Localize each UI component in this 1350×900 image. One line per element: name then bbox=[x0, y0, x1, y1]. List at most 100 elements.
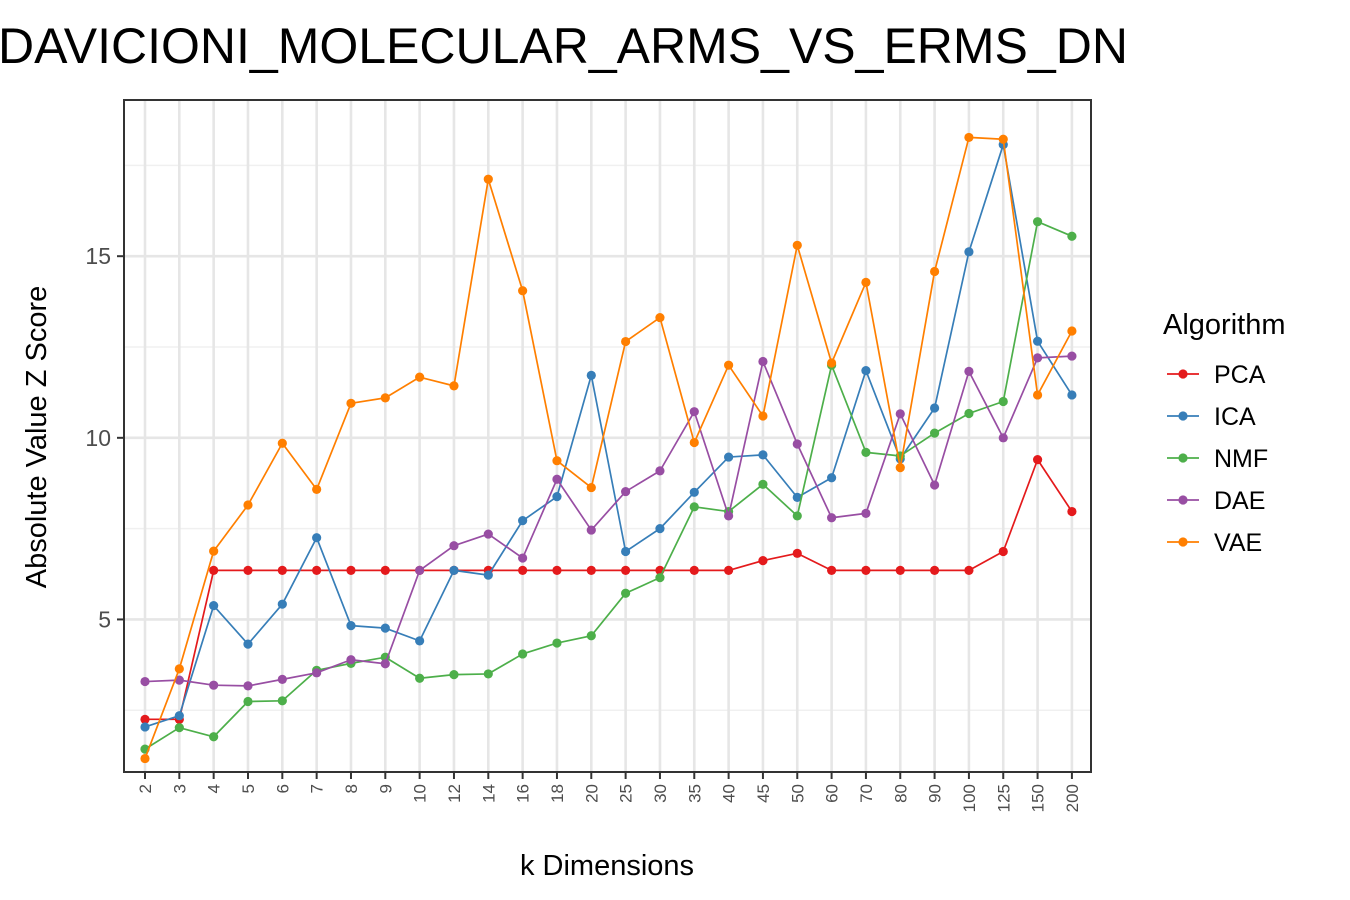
data-point-ica bbox=[518, 516, 528, 526]
data-point-vae bbox=[929, 266, 940, 277]
data-point-ica bbox=[140, 722, 150, 732]
data-point-vae bbox=[998, 134, 1008, 144]
data-point-vae bbox=[552, 456, 562, 466]
x-tick-label: 18 bbox=[548, 784, 567, 803]
data-point-nmf bbox=[1067, 231, 1077, 241]
x-tick-label: 2 bbox=[136, 784, 155, 793]
legend-key-point-pca bbox=[1178, 369, 1188, 379]
x-tick-label: 70 bbox=[857, 784, 876, 803]
data-point-pca bbox=[929, 565, 940, 576]
data-point-dae bbox=[1067, 351, 1077, 361]
x-tick-label: 14 bbox=[479, 784, 498, 803]
data-point-pca bbox=[758, 555, 768, 566]
x-tick-label: 50 bbox=[788, 784, 807, 803]
data-point-vae bbox=[1067, 326, 1077, 336]
data-point-nmf bbox=[518, 649, 528, 659]
series-line-nmf bbox=[144, 220, 1073, 750]
data-point-vae bbox=[1032, 390, 1043, 400]
legend-label-pca: PCA bbox=[1214, 361, 1266, 389]
data-point-pca bbox=[209, 565, 219, 576]
data-point-pca bbox=[998, 546, 1008, 557]
x-tick-label: 90 bbox=[926, 784, 945, 803]
data-point-ica bbox=[380, 623, 390, 633]
data-point-pca bbox=[518, 565, 528, 576]
data-point-vae bbox=[758, 411, 768, 421]
data-point-dae bbox=[1032, 353, 1043, 363]
data-point-nmf bbox=[209, 732, 219, 742]
data-point-nmf bbox=[792, 511, 802, 521]
data-point-vae bbox=[174, 664, 184, 674]
data-point-vae bbox=[243, 500, 253, 510]
data-point-vae bbox=[483, 174, 493, 184]
data-point-nmf bbox=[586, 631, 596, 641]
series-line-vae bbox=[144, 136, 1073, 759]
data-point-ica bbox=[964, 247, 974, 257]
data-point-ica bbox=[621, 546, 631, 557]
x-tick-label: 3 bbox=[170, 784, 189, 793]
data-point-dae bbox=[140, 676, 150, 687]
legend: Algorithm PCA ICA NMF DAE VAE bbox=[1163, 309, 1286, 557]
data-point-vae bbox=[792, 240, 802, 250]
data-point-dae bbox=[827, 513, 837, 523]
x-tick-label: 125 bbox=[994, 784, 1013, 812]
data-point-nmf bbox=[552, 638, 562, 648]
data-point-nmf bbox=[1032, 217, 1043, 227]
data-point-dae bbox=[380, 659, 390, 669]
x-tick-label: 100 bbox=[960, 784, 979, 812]
data-point-vae bbox=[140, 753, 150, 764]
data-point-dae bbox=[518, 553, 528, 563]
data-point-ica bbox=[1067, 390, 1077, 400]
data-point-nmf bbox=[689, 502, 699, 512]
data-point-dae bbox=[964, 366, 974, 376]
data-point-pca bbox=[792, 548, 802, 558]
gridlines bbox=[124, 100, 1091, 772]
x-tick-label: 7 bbox=[308, 784, 327, 793]
legend-title: Algorithm bbox=[1163, 309, 1286, 341]
data-point-dae bbox=[346, 655, 356, 665]
x-tick-label: 40 bbox=[720, 784, 739, 803]
data-point-dae bbox=[552, 474, 562, 484]
data-point-dae bbox=[449, 541, 459, 551]
x-tick-label: 8 bbox=[342, 784, 361, 793]
data-point-dae bbox=[895, 409, 905, 419]
data-point-nmf bbox=[758, 479, 768, 489]
data-point-vae bbox=[415, 372, 425, 382]
data-point-pca bbox=[964, 565, 974, 576]
data-point-nmf bbox=[415, 673, 425, 683]
data-point-pca bbox=[895, 565, 905, 576]
data-point-nmf bbox=[243, 696, 253, 707]
data-point-ica bbox=[861, 366, 871, 376]
data-point-vae bbox=[655, 312, 665, 323]
legend-key-point-ica bbox=[1178, 411, 1188, 421]
series-line-ica bbox=[144, 143, 1073, 728]
data-point-vae bbox=[312, 484, 322, 494]
y-tick-label: 10 bbox=[85, 425, 111, 451]
data-point-nmf bbox=[998, 396, 1008, 407]
data-point-ica bbox=[1032, 336, 1043, 346]
data-point-dae bbox=[209, 680, 219, 690]
x-axis-title: k Dimensions bbox=[520, 850, 694, 882]
plot-panel-background bbox=[124, 100, 1091, 772]
data-point-ica bbox=[174, 711, 184, 721]
data-point-dae bbox=[586, 525, 596, 535]
series-layer bbox=[140, 132, 1077, 764]
x-tick-label: 150 bbox=[1029, 784, 1048, 812]
data-point-nmf bbox=[964, 408, 974, 419]
data-point-ica bbox=[243, 639, 253, 649]
data-point-vae bbox=[724, 360, 734, 370]
data-point-nmf bbox=[929, 428, 940, 438]
legend-label-dae: DAE bbox=[1214, 487, 1265, 515]
data-point-vae bbox=[209, 546, 219, 556]
data-point-vae bbox=[380, 393, 390, 403]
y-tick-label: 5 bbox=[98, 606, 111, 632]
data-point-vae bbox=[621, 336, 631, 347]
data-point-dae bbox=[483, 529, 493, 539]
data-point-pca bbox=[243, 565, 253, 576]
data-point-pca bbox=[346, 565, 356, 576]
data-point-dae bbox=[277, 674, 287, 684]
data-point-ica bbox=[689, 487, 699, 497]
data-point-ica bbox=[277, 599, 287, 609]
data-point-dae bbox=[929, 480, 940, 490]
data-point-pca bbox=[689, 565, 699, 576]
